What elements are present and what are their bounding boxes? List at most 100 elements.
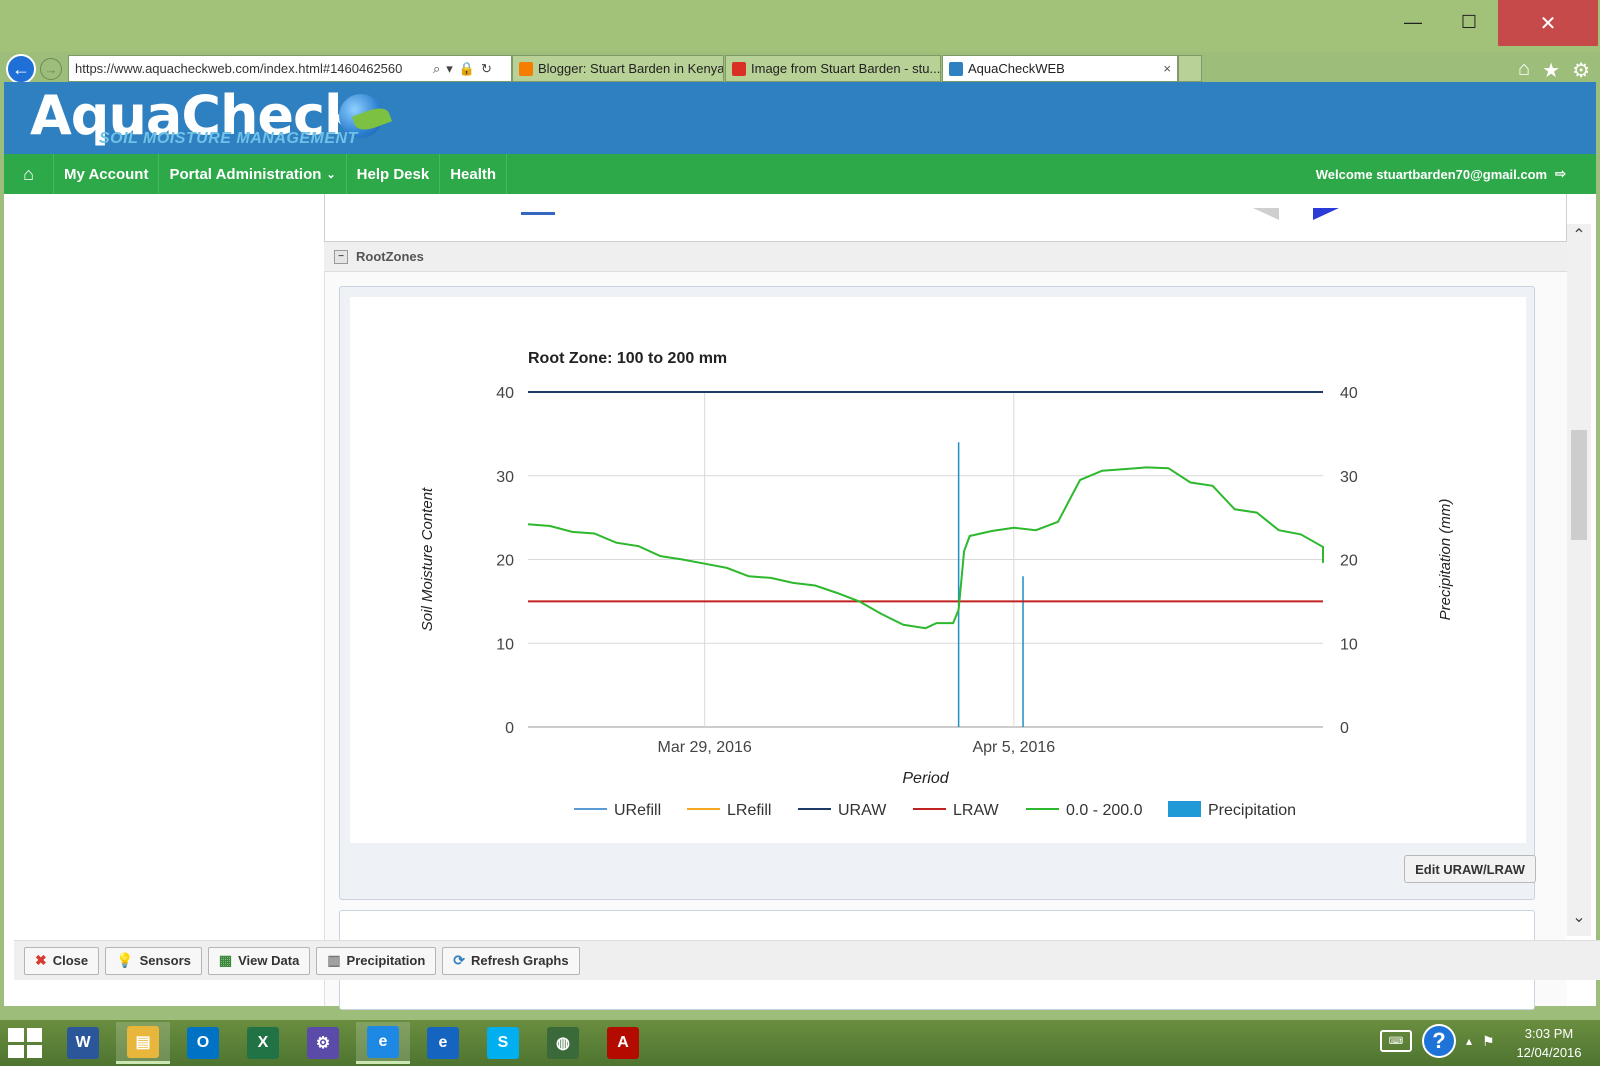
tab-close-icon[interactable]: ×: [1163, 61, 1171, 76]
x-axis-label: Period: [902, 770, 949, 787]
panel-title: RootZones: [356, 249, 424, 264]
nav-portal-administration-label: Portal Administration: [169, 165, 322, 183]
y-right-axis-label: Precipitation (mm): [1437, 499, 1454, 621]
chevron-down-icon: ⌄: [326, 168, 336, 181]
url-text: https://www.aquacheckweb.com/index.html#…: [75, 61, 403, 76]
y-tick-label: 30: [496, 469, 514, 486]
rootzones-panel-header[interactable]: − RootZones: [324, 242, 1567, 272]
logout-icon[interactable]: ⇨: [1555, 166, 1566, 181]
legend-label: Precipitation: [1208, 802, 1296, 819]
sensors-button[interactable]: 💡 Sensors: [105, 946, 202, 975]
scrollbar-thumb[interactable]: [1571, 430, 1587, 540]
settings-gear-icon[interactable]: ⚙: [1572, 60, 1590, 82]
precipitation-button-label: Precipitation: [346, 953, 426, 968]
welcome-user[interactable]: Welcome stuartbarden70@gmail.com ⇨: [1306, 154, 1596, 194]
nav-home-icon[interactable]: ⌂: [4, 154, 54, 194]
clock-date: 12/04/2016: [1516, 1045, 1582, 1060]
taskbar-excel[interactable]: X: [236, 1022, 290, 1064]
lock-icon[interactable]: 🔒: [458, 60, 475, 76]
series-line-0-0-200-0: [527, 466, 1324, 630]
chart-panel: Root Zone: 100 to 200 mm 0 0 10 10 20 20 30 30 40…: [339, 286, 1536, 900]
skype-icon: S: [487, 1027, 519, 1059]
new-tab-button[interactable]: [1178, 55, 1202, 82]
maximize-button[interactable]: ☐: [1460, 11, 1478, 32]
nav-my-account[interactable]: My Account: [54, 154, 160, 194]
taskbar-word[interactable]: W: [56, 1022, 110, 1064]
home-icon[interactable]: ⌂: [1518, 58, 1531, 80]
tab-gmail[interactable]: Image from Stuart Barden - stu...: [725, 55, 941, 82]
outlook-icon: O: [187, 1027, 219, 1059]
collapse-icon[interactable]: −: [334, 249, 348, 264]
taskbar-internet-explorer[interactable]: e: [356, 1022, 410, 1064]
back-icon[interactable]: ←: [6, 54, 36, 84]
legend-swatch: [1168, 801, 1201, 817]
y-right-tick-label: 20: [1340, 553, 1358, 570]
scroll-down-icon[interactable]: ⌄: [1572, 909, 1586, 926]
nav-help-desk[interactable]: Help Desk: [347, 154, 441, 194]
y-right-tick-label: 0: [1340, 720, 1349, 737]
scroll-up-icon[interactable]: ⌃: [1572, 227, 1586, 244]
excel-icon: X: [247, 1027, 279, 1059]
keyboard-icon[interactable]: ⌨: [1380, 1030, 1412, 1052]
tab-label: AquaCheckWEB: [968, 61, 1065, 76]
taskbar-settings[interactable]: ⚙: [296, 1022, 350, 1064]
x-tick-label: Mar 29, 2016: [658, 739, 752, 756]
tray-expand-icon[interactable]: ▴: [1466, 1034, 1473, 1048]
windows-taskbar: W ▤ O X ⚙ e e S ◍ A ⌨ ? ▴ ⚑ 3:03 PM 12/04/2016: [0, 1020, 1600, 1066]
gmail-icon: [732, 61, 746, 76]
legend-label: URAW: [838, 802, 887, 819]
refresh-icon: ⟳: [453, 952, 466, 968]
tab-label: Blogger: Stuart Barden in Kenya...: [538, 61, 724, 76]
windows-start-icon[interactable]: [8, 1028, 42, 1058]
acrobat-icon: A: [607, 1027, 639, 1059]
welcome-text: Welcome stuartbarden70@gmail.com: [1315, 166, 1548, 182]
blogger-icon: [519, 61, 533, 76]
sensors-button-label: Sensors: [139, 953, 191, 968]
legend-prev-arrow-icon[interactable]: [1253, 208, 1279, 220]
logo-tagline: SOIL MOISTURE MANAGEMENT: [99, 130, 358, 147]
taskbar-file-explorer[interactable]: ▤: [116, 1022, 170, 1064]
y-right-tick-label: 10: [1340, 636, 1358, 653]
legend-label: LRAW: [953, 802, 1000, 819]
refresh-graphs-button[interactable]: ⟳ Refresh Graphs: [442, 946, 580, 975]
precipitation-button[interactable]: ▥ Precipitation: [316, 946, 437, 975]
legend-next-arrow-icon[interactable]: [1313, 208, 1339, 220]
vertical-scrollbar[interactable]: [1567, 224, 1591, 936]
lightbulb-icon: 💡: [116, 952, 134, 968]
y-tick-label: 0: [505, 720, 514, 737]
rootzones-panel-body: Root Zone: 100 to 200 mm 0 0 10 10 20 20 30 30 40…: [324, 272, 1567, 1010]
edit-uraw-lraw-button[interactable]: Edit URAW/LRAW: [1404, 855, 1536, 883]
tab-blogger[interactable]: Blogger: Stuart Barden in Kenya...: [512, 55, 724, 82]
close-icon: ✖: [35, 952, 47, 968]
address-bar[interactable]: https://www.aquacheckweb.com/index.html#…: [68, 55, 512, 82]
taskbar-ie-second[interactable]: e: [416, 1022, 470, 1064]
close-window-button[interactable]: ✕: [1498, 0, 1598, 46]
refresh-icon[interactable]: ↻: [481, 60, 492, 76]
y-tick-label: 20: [496, 553, 514, 570]
close-button[interactable]: ✖ Close: [24, 946, 100, 975]
site-header: AquaCheck SOIL MOISTURE MANAGEMENT: [4, 82, 1596, 154]
dropdown-icon[interactable]: ▾: [446, 60, 453, 76]
view-data-button[interactable]: ▦ View Data: [207, 946, 311, 975]
x-tick-label: Apr 5, 2016: [972, 739, 1055, 756]
logo[interactable]: AquaCheck: [30, 84, 360, 147]
internet-explorer-icon: e: [367, 1025, 399, 1058]
clock[interactable]: 3:03 PM 12/04/2016: [1504, 1024, 1594, 1062]
nav-portal-administration[interactable]: Portal Administration ⌄: [159, 154, 347, 194]
search-icon[interactable]: ⌕: [433, 60, 441, 76]
minimize-button[interactable]: —: [1404, 11, 1422, 32]
taskbar-globe-app[interactable]: ◍: [536, 1022, 590, 1064]
forward-icon[interactable]: →: [40, 58, 62, 80]
help-icon[interactable]: ?: [1422, 1024, 1456, 1058]
chart-area: Root Zone: 100 to 200 mm 0 0 10 10 20 20 30 30 40…: [350, 297, 1526, 843]
favorites-star-icon[interactable]: ★: [1542, 60, 1561, 82]
taskbar-outlook[interactable]: O: [176, 1022, 230, 1064]
taskbar-skype[interactable]: S: [476, 1022, 530, 1064]
taskbar-acrobat[interactable]: A: [596, 1022, 650, 1064]
page-content: − RootZones Root Zone: 100 to 200 mm 0 0 10…: [4, 194, 1600, 1010]
refresh-graphs-button-label: Refresh Graphs: [471, 953, 569, 968]
flag-icon[interactable]: ⚑: [1482, 1032, 1495, 1049]
word-icon: W: [67, 1027, 99, 1059]
nav-health[interactable]: Health: [440, 154, 508, 194]
tab-aquacheck[interactable]: AquaCheckWEB ×: [942, 55, 1178, 82]
